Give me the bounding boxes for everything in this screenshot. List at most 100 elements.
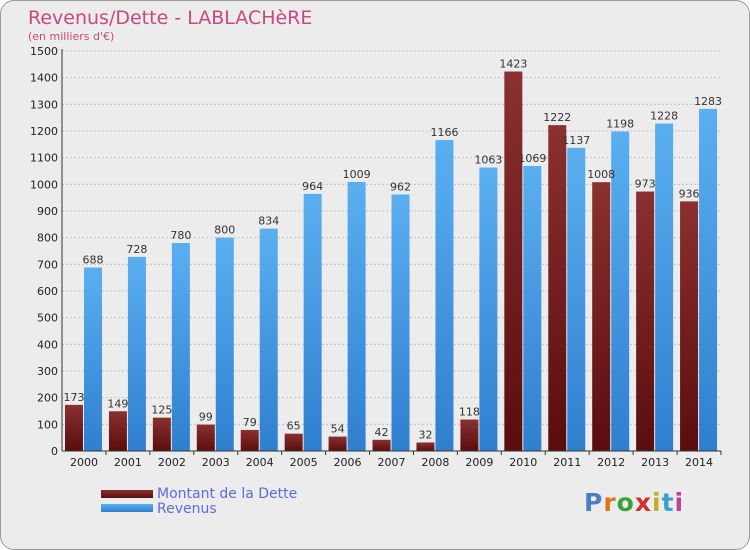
data-label-debt: 973 — [635, 178, 656, 191]
y-tick-label: 300 — [37, 365, 58, 378]
y-tick-label: 200 — [37, 392, 58, 405]
x-tick-label: 2006 — [334, 456, 362, 469]
y-tick-label: 0 — [51, 445, 58, 458]
x-tick-label: 2010 — [509, 456, 537, 469]
logo-letter: i — [674, 488, 685, 517]
x-tick-label: 2007 — [378, 456, 406, 469]
data-label-debt: 99 — [199, 411, 213, 424]
data-label-revenue: 728 — [126, 243, 147, 256]
logo-letter: P — [584, 488, 604, 517]
data-label-debt: 1008 — [587, 168, 615, 181]
data-label-revenue: 834 — [258, 215, 279, 228]
x-tick-label: 2000 — [70, 456, 98, 469]
bar-revenue — [259, 228, 278, 451]
bar-debt — [328, 436, 347, 451]
data-label-debt: 79 — [243, 416, 257, 429]
bar-debt — [592, 182, 611, 451]
x-tick-label: 2014 — [685, 456, 713, 469]
y-tick-label: 700 — [37, 258, 58, 271]
bar-debt — [284, 433, 303, 451]
bar-debt — [152, 417, 171, 451]
data-label-debt: 54 — [331, 423, 345, 436]
logo-letter: o — [616, 488, 635, 517]
bar-revenue — [303, 193, 322, 451]
chart-subtitle: (en milliers d'€) — [28, 30, 115, 43]
bar-debt — [65, 404, 83, 451]
bar-revenue — [435, 140, 454, 452]
y-tick-label: 500 — [37, 312, 58, 325]
legend-label-debt: Montant de la Dette — [157, 486, 298, 502]
y-tick-label: 800 — [37, 232, 58, 245]
bar-debt — [548, 125, 567, 451]
data-label-debt: 149 — [107, 397, 128, 410]
data-label-revenue: 964 — [302, 180, 323, 193]
bar-debt — [240, 429, 259, 451]
bar-revenue — [699, 108, 718, 451]
legend-swatch-revenue — [101, 504, 153, 512]
data-label-debt: 173 — [64, 391, 85, 404]
data-label-revenue: 1009 — [343, 168, 371, 181]
bar-revenue — [127, 256, 146, 451]
data-label-revenue: 800 — [214, 224, 235, 237]
bar-debt — [416, 442, 435, 451]
y-tick-label: 1100 — [30, 152, 58, 165]
bar-revenue — [611, 131, 630, 452]
bar-revenue — [655, 123, 674, 452]
data-label-revenue: 1069 — [518, 152, 546, 165]
data-label-debt: 1222 — [543, 111, 571, 124]
chart-title: Revenus/Dette - LABLACHèRE — [28, 7, 313, 29]
logo-letter: t — [661, 488, 675, 517]
legend-label-revenue: Revenus — [157, 501, 217, 517]
data-label-debt: 32 — [418, 428, 432, 441]
bar-debt — [108, 411, 127, 451]
bar-revenue — [347, 181, 366, 451]
y-tick-label: 1500 — [30, 45, 58, 58]
logo-letter: r — [603, 488, 617, 517]
x-tick-label: 2001 — [114, 456, 142, 469]
y-tick-label: 1200 — [30, 125, 58, 138]
data-label-revenue: 962 — [390, 180, 411, 193]
bar-revenue — [523, 165, 542, 451]
data-label-revenue: 1198 — [606, 118, 634, 131]
x-tick-label: 2002 — [158, 456, 186, 469]
bar-debt — [636, 191, 655, 452]
x-tick-label: 2012 — [597, 456, 625, 469]
bar-revenue — [479, 167, 498, 452]
legend — [101, 490, 153, 512]
y-tick-label: 600 — [37, 285, 58, 298]
data-label-revenue: 1283 — [694, 95, 722, 108]
data-label-revenue: 1137 — [562, 134, 590, 147]
y-tick-label: 1000 — [30, 178, 58, 191]
y-tick-label: 900 — [37, 205, 58, 218]
y-tick-label: 100 — [37, 418, 58, 431]
data-label-revenue: 688 — [83, 254, 104, 267]
axes: 0 100 200 300 400 500 600 700 800 900 1000 1100 1200… — [30, 45, 722, 469]
bars — [65, 71, 718, 452]
logo-letter: x — [634, 488, 652, 517]
x-tick-label: 2005 — [290, 456, 318, 469]
data-label-debt: 125 — [151, 404, 172, 417]
logo-letter: i — [652, 488, 662, 517]
y-tick-label: 1300 — [30, 98, 58, 111]
data-label-debt: 118 — [459, 406, 480, 419]
data-label-debt: 1423 — [499, 58, 527, 71]
data-label-debt: 936 — [679, 187, 700, 200]
bar-debt — [680, 201, 699, 451]
x-tick-label: 2011 — [553, 456, 581, 469]
y-tick-label: 1400 — [30, 72, 58, 85]
bar-revenue — [171, 243, 190, 451]
x-tick-label: 2004 — [246, 456, 274, 469]
x-tick-label: 2013 — [641, 456, 669, 469]
x-tick-label: 2008 — [421, 456, 449, 469]
x-tick-label: 2003 — [202, 456, 230, 469]
x-tick-label: 2009 — [465, 456, 493, 469]
data-label-revenue: 1228 — [650, 110, 678, 123]
bar-debt — [460, 419, 479, 451]
bar-revenue — [391, 194, 410, 451]
bar-revenue — [215, 237, 234, 451]
data-labels: 173 688 149 728 125 780 99 800 79 834 65 964 54 1009 4… — [64, 58, 723, 442]
data-label-debt: 65 — [287, 420, 301, 433]
bar-debt — [196, 424, 215, 451]
